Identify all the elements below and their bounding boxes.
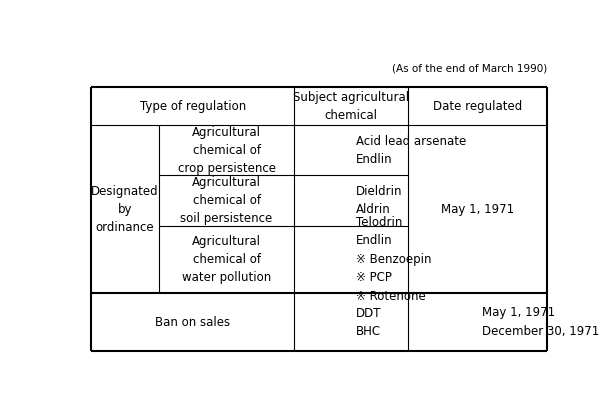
Text: Telodrin
Endlin
※ Benzoepin
※ PCP
※ Rotenone: Telodrin Endlin ※ Benzoepin ※ PCP ※ Rote…	[356, 216, 431, 303]
Text: Agricultural
chemical of
crop persistence: Agricultural chemical of crop persistenc…	[177, 126, 275, 175]
Text: Date regulated: Date regulated	[433, 99, 522, 112]
Text: Ban on sales: Ban on sales	[155, 316, 230, 329]
Text: Agricultural
chemical of
water pollution: Agricultural chemical of water pollution	[182, 235, 271, 284]
Text: Type of regulation: Type of regulation	[140, 99, 246, 112]
Text: Acid lead arsenate
Endlin: Acid lead arsenate Endlin	[356, 135, 466, 166]
Text: (As of the end of March 1990): (As of the end of March 1990)	[392, 63, 547, 73]
Text: Designated
by
ordinance: Designated by ordinance	[91, 185, 159, 234]
Text: May 1, 1971: May 1, 1971	[441, 203, 514, 216]
Text: May 1, 1971
December 30, 1971: May 1, 1971 December 30, 1971	[482, 306, 600, 338]
Text: Dieldrin
Aldrin: Dieldrin Aldrin	[356, 185, 402, 216]
Text: Agricultural
chemical of
soil persistence: Agricultural chemical of soil persistenc…	[180, 176, 273, 225]
Text: Subject agricultural
chemical: Subject agricultural chemical	[293, 90, 409, 121]
Text: DDT
BHC: DDT BHC	[356, 307, 381, 338]
